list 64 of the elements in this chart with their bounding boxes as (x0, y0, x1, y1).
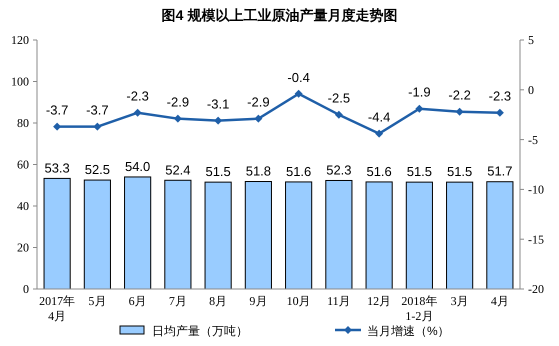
x-tick-label: 10月 (286, 294, 311, 308)
data-label: 53.3 (44, 160, 70, 176)
y2-tick-label: 0 (528, 83, 534, 97)
x-tick-label: 2017年4月 (39, 294, 76, 323)
y-tick-label: 80 (17, 116, 29, 130)
data-label: 52.3 (326, 162, 352, 178)
point (496, 108, 504, 117)
data-label: 51.5 (205, 164, 231, 180)
y-tick-label: 100 (11, 74, 29, 89)
data-label: 51.5 (446, 164, 472, 180)
data-label: -0.4 (287, 70, 310, 85)
y2-tick-label: -15 (528, 232, 544, 246)
y-tick-label: 20 (17, 240, 29, 255)
y2-tick-label: 5 (528, 33, 534, 48)
point (415, 104, 424, 113)
point (375, 130, 384, 138)
y-tick-label: 0 (23, 282, 29, 296)
data-label: 51.7 (487, 164, 513, 179)
data-label: -2.5 (328, 90, 350, 106)
x-tick-label: 3月 (450, 294, 469, 308)
y2-tick-label: -5 (528, 132, 538, 147)
data-label: -1.9 (408, 84, 431, 100)
point (53, 122, 62, 131)
x-tick-label: 6月 (128, 294, 147, 308)
x-tick-label: 9月 (249, 294, 268, 308)
data-label: -2.3 (488, 88, 512, 104)
point (334, 110, 343, 119)
y-tick-label: 40 (17, 199, 29, 214)
point (214, 116, 222, 125)
data-label: -4.4 (368, 110, 390, 125)
x-tick-label: 12月 (367, 294, 392, 308)
point (294, 90, 303, 98)
data-label: -2.9 (247, 94, 270, 110)
x-tick-label: 8月 (209, 294, 228, 308)
data-label: -3.7 (86, 102, 109, 118)
x-tick-label: 5月 (88, 294, 106, 308)
legend-label: 当月增速（%） (367, 324, 450, 338)
y-tick-label: 60 (17, 158, 29, 172)
x-tick-label: 7月 (168, 294, 187, 308)
data-label: 52.5 (84, 162, 110, 178)
data-label: -2.9 (166, 94, 190, 110)
data-label: -2.3 (126, 88, 149, 104)
chart-title: 图4 规模以上工业原油产量月度走势图 (162, 7, 398, 23)
point (254, 114, 262, 123)
y-tick-label: 120 (11, 33, 29, 48)
data-label: 51.6 (366, 164, 392, 179)
data-label: 51.5 (406, 164, 432, 180)
y2-tick-label: -20 (528, 282, 544, 296)
data-label: 52.4 (165, 162, 191, 178)
data-label: -2.2 (448, 88, 471, 103)
point (456, 108, 464, 116)
x-tick-label: 2018年1-2月 (401, 294, 438, 323)
data-label: -3.1 (206, 96, 230, 112)
y2-tick-label: -10 (528, 182, 544, 197)
data-label: -3.7 (46, 102, 68, 118)
data-label: 54.0 (124, 158, 150, 174)
point (93, 122, 102, 131)
x-tick-label: 4月 (490, 294, 509, 308)
point (174, 114, 182, 123)
data-label: 51.6 (286, 164, 312, 179)
legend-label: 日均产量（万吨） (152, 324, 248, 338)
x-tick-label: 11月 (327, 294, 351, 308)
point (134, 108, 142, 117)
data-label: 51.8 (246, 164, 272, 179)
